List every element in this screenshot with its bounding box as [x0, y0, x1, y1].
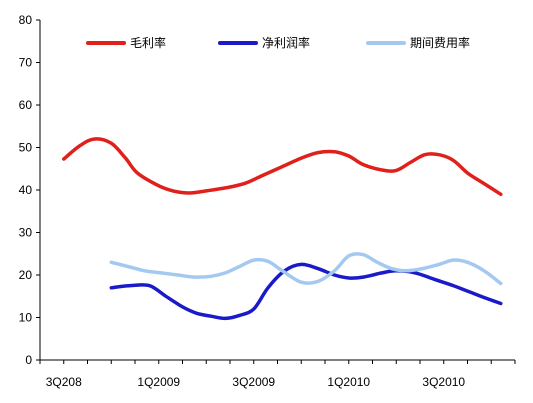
x-tick-label: 1Q2009: [137, 375, 180, 389]
series-lines: [62, 137, 503, 321]
y-tick-label: 50: [19, 141, 33, 155]
legend-label-gross-margin: 毛利率: [130, 35, 166, 50]
y-tick-label: 10: [19, 311, 33, 325]
y-tick-label: 40: [19, 183, 33, 197]
axes: 0 10 20 30 40 50 60 70 80 3Q208 1Q2009 3Q2009 1Q2010…: [19, 13, 516, 389]
y-tick-label: 0: [25, 353, 32, 367]
x-tick-label: 3Q2009: [232, 375, 275, 389]
legend-label-expense-ratio: 期间费用率: [410, 35, 470, 50]
series-line-gross-margin: [62, 137, 503, 197]
x-tick-label: 3Q208: [46, 375, 82, 389]
legend: 毛利率 净利润率 期间费用率: [86, 35, 470, 50]
y-tick-label: 30: [19, 226, 33, 240]
y-tick-label: 80: [19, 13, 33, 27]
legend-label-net-margin: 净利润率: [262, 35, 310, 50]
x-tick-label: 1Q2010: [327, 375, 370, 389]
y-tick-label: 20: [19, 268, 33, 282]
series-line-net-margin: [109, 262, 503, 321]
y-tick-label: 60: [19, 98, 33, 112]
x-tick-label: 3Q2010: [422, 375, 465, 389]
y-tick-label: 70: [19, 56, 33, 70]
series-line-expense-ratio: [109, 252, 503, 286]
